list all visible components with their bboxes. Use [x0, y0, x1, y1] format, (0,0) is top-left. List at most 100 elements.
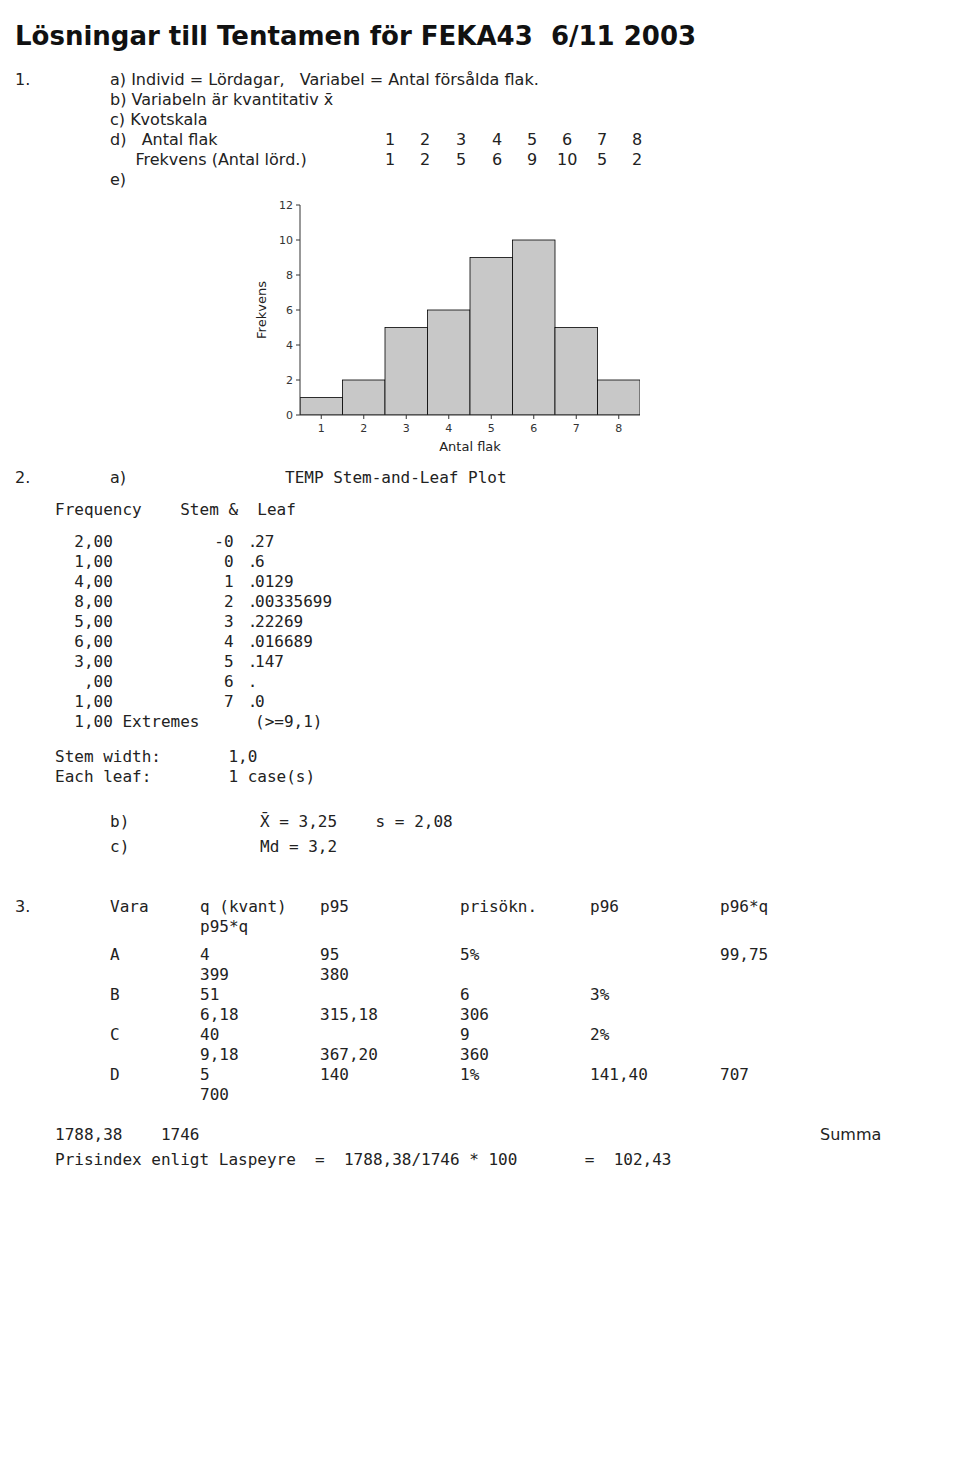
annotation: 1.	[15, 70, 30, 89]
annotation: .	[238, 552, 267, 571]
annotation: 2	[632, 150, 642, 169]
annotation: 2%	[590, 1025, 610, 1044]
annotation: 9	[460, 1025, 470, 1044]
y-tick	[296, 240, 300, 241]
annotation: Md = 3,2	[260, 837, 337, 856]
x-tick-label: 4	[445, 422, 452, 435]
annotation: TEMP Stem-and-Leaf Plot	[285, 468, 507, 487]
y-tick-label: 6	[286, 304, 293, 317]
x-tick	[618, 415, 619, 419]
annotation: 3	[195, 612, 234, 631]
annotation: 147	[255, 652, 284, 671]
bar	[300, 398, 343, 416]
annotation: 5	[200, 1065, 210, 1084]
annotation: X̄ = 3,25 s = 2,08	[260, 812, 453, 831]
bar	[343, 380, 386, 415]
annotation: 1%	[460, 1065, 480, 1084]
annotation: 367,20	[320, 1045, 378, 1064]
annotation: Frekvens (Antal lörd.)	[110, 150, 307, 169]
x-tick	[363, 415, 364, 419]
annotation: p96	[590, 897, 619, 916]
annotation: 99,75	[720, 945, 768, 964]
annotation: Frequency Stem & Leaf	[55, 500, 296, 519]
annotation: 2	[420, 150, 430, 169]
annotation: 1,00	[55, 552, 113, 571]
x-tick	[533, 415, 534, 419]
annotation: 5	[195, 652, 234, 671]
annotation: c) Kvotskala	[110, 110, 208, 129]
y-tick-label: 10	[279, 234, 293, 247]
annotation: 1,00	[55, 692, 113, 711]
annotation: 40	[200, 1025, 219, 1044]
y-tick	[296, 310, 300, 311]
annotation: 3.	[15, 897, 30, 916]
annotation: ,00	[55, 672, 113, 691]
annotation: 00335699	[255, 592, 332, 611]
annotation: 8,00	[55, 592, 113, 611]
annotation: 10	[557, 150, 577, 169]
annotation: Each leaf: 1 case(s)	[55, 767, 315, 786]
y-tick	[296, 415, 300, 416]
bar	[513, 240, 556, 415]
annotation: prisökn.	[460, 897, 537, 916]
x-tick-label: 7	[573, 422, 580, 435]
annotation: 0	[195, 552, 234, 571]
annotation: .	[238, 672, 267, 691]
y-tick	[296, 380, 300, 381]
annotations: 1.a) Individ = Lördagar, Variabel = Anta…	[15, 70, 881, 1169]
x-tick-label: 2	[360, 422, 367, 435]
annotation: p95	[320, 897, 349, 916]
annotation: c)	[110, 837, 129, 856]
annotation: 0129	[255, 572, 294, 591]
y-tick-label: 4	[286, 339, 293, 352]
annotation: d) Antal flak	[110, 130, 218, 149]
annotation: 2	[420, 130, 430, 149]
annotation: q (kvant)	[200, 897, 287, 916]
annotation: 2	[195, 592, 234, 611]
annotation: 2.	[15, 468, 30, 487]
bar	[598, 380, 641, 415]
annotation: 5	[527, 130, 537, 149]
y-tick-label: 8	[286, 269, 293, 282]
annotation: .	[238, 692, 267, 711]
annotation: 306	[460, 1005, 489, 1024]
annotation: 380	[320, 965, 349, 984]
bar	[385, 328, 428, 416]
annotation: A	[110, 945, 120, 964]
annotation: 6	[562, 130, 572, 149]
annotation: 6,00	[55, 632, 113, 651]
annotation: 1,00 Extremes	[55, 712, 200, 731]
annotation: 315,18	[320, 1005, 378, 1024]
annotation: 4	[200, 945, 210, 964]
annotation: 360	[460, 1045, 489, 1064]
x-tick-label: 5	[488, 422, 495, 435]
annotation: 140	[320, 1065, 349, 1084]
bar	[555, 328, 598, 416]
annotation: 3	[456, 130, 466, 149]
annotation: 1788,38 1746	[55, 1125, 200, 1144]
annotation: p96*q	[720, 897, 768, 916]
annotation: Summa	[820, 1125, 881, 1144]
annotation: 3,00	[55, 652, 113, 671]
y-tick	[296, 275, 300, 276]
annotation: 51	[200, 985, 219, 1004]
annotation: 016689	[255, 632, 313, 651]
annotation: B	[110, 985, 120, 1004]
annotation: 1	[385, 150, 395, 169]
annotation: 1	[385, 130, 395, 149]
page: Lösningar till Tentamen för FEKA43 6/11 …	[0, 0, 960, 1473]
annotation: Prisindex enligt Laspeyre = 1788,38/1746…	[55, 1150, 672, 1169]
annotation: 6	[492, 150, 502, 169]
annotation: p95*q	[200, 917, 248, 936]
annotation: -0	[195, 532, 234, 551]
annotation: 6	[460, 985, 470, 1004]
x-tick	[448, 415, 449, 419]
annotation: 399	[200, 965, 229, 984]
annotation: b) Variabeln är kvantitativ x̄	[110, 90, 333, 109]
annotation: 6	[255, 552, 265, 571]
annotation: D	[110, 1065, 120, 1084]
annotation: 4	[492, 130, 502, 149]
x-tick-label: 8	[615, 422, 622, 435]
y-axis-label: Frekvens	[254, 281, 269, 339]
y-tick-label: 2	[286, 374, 293, 387]
